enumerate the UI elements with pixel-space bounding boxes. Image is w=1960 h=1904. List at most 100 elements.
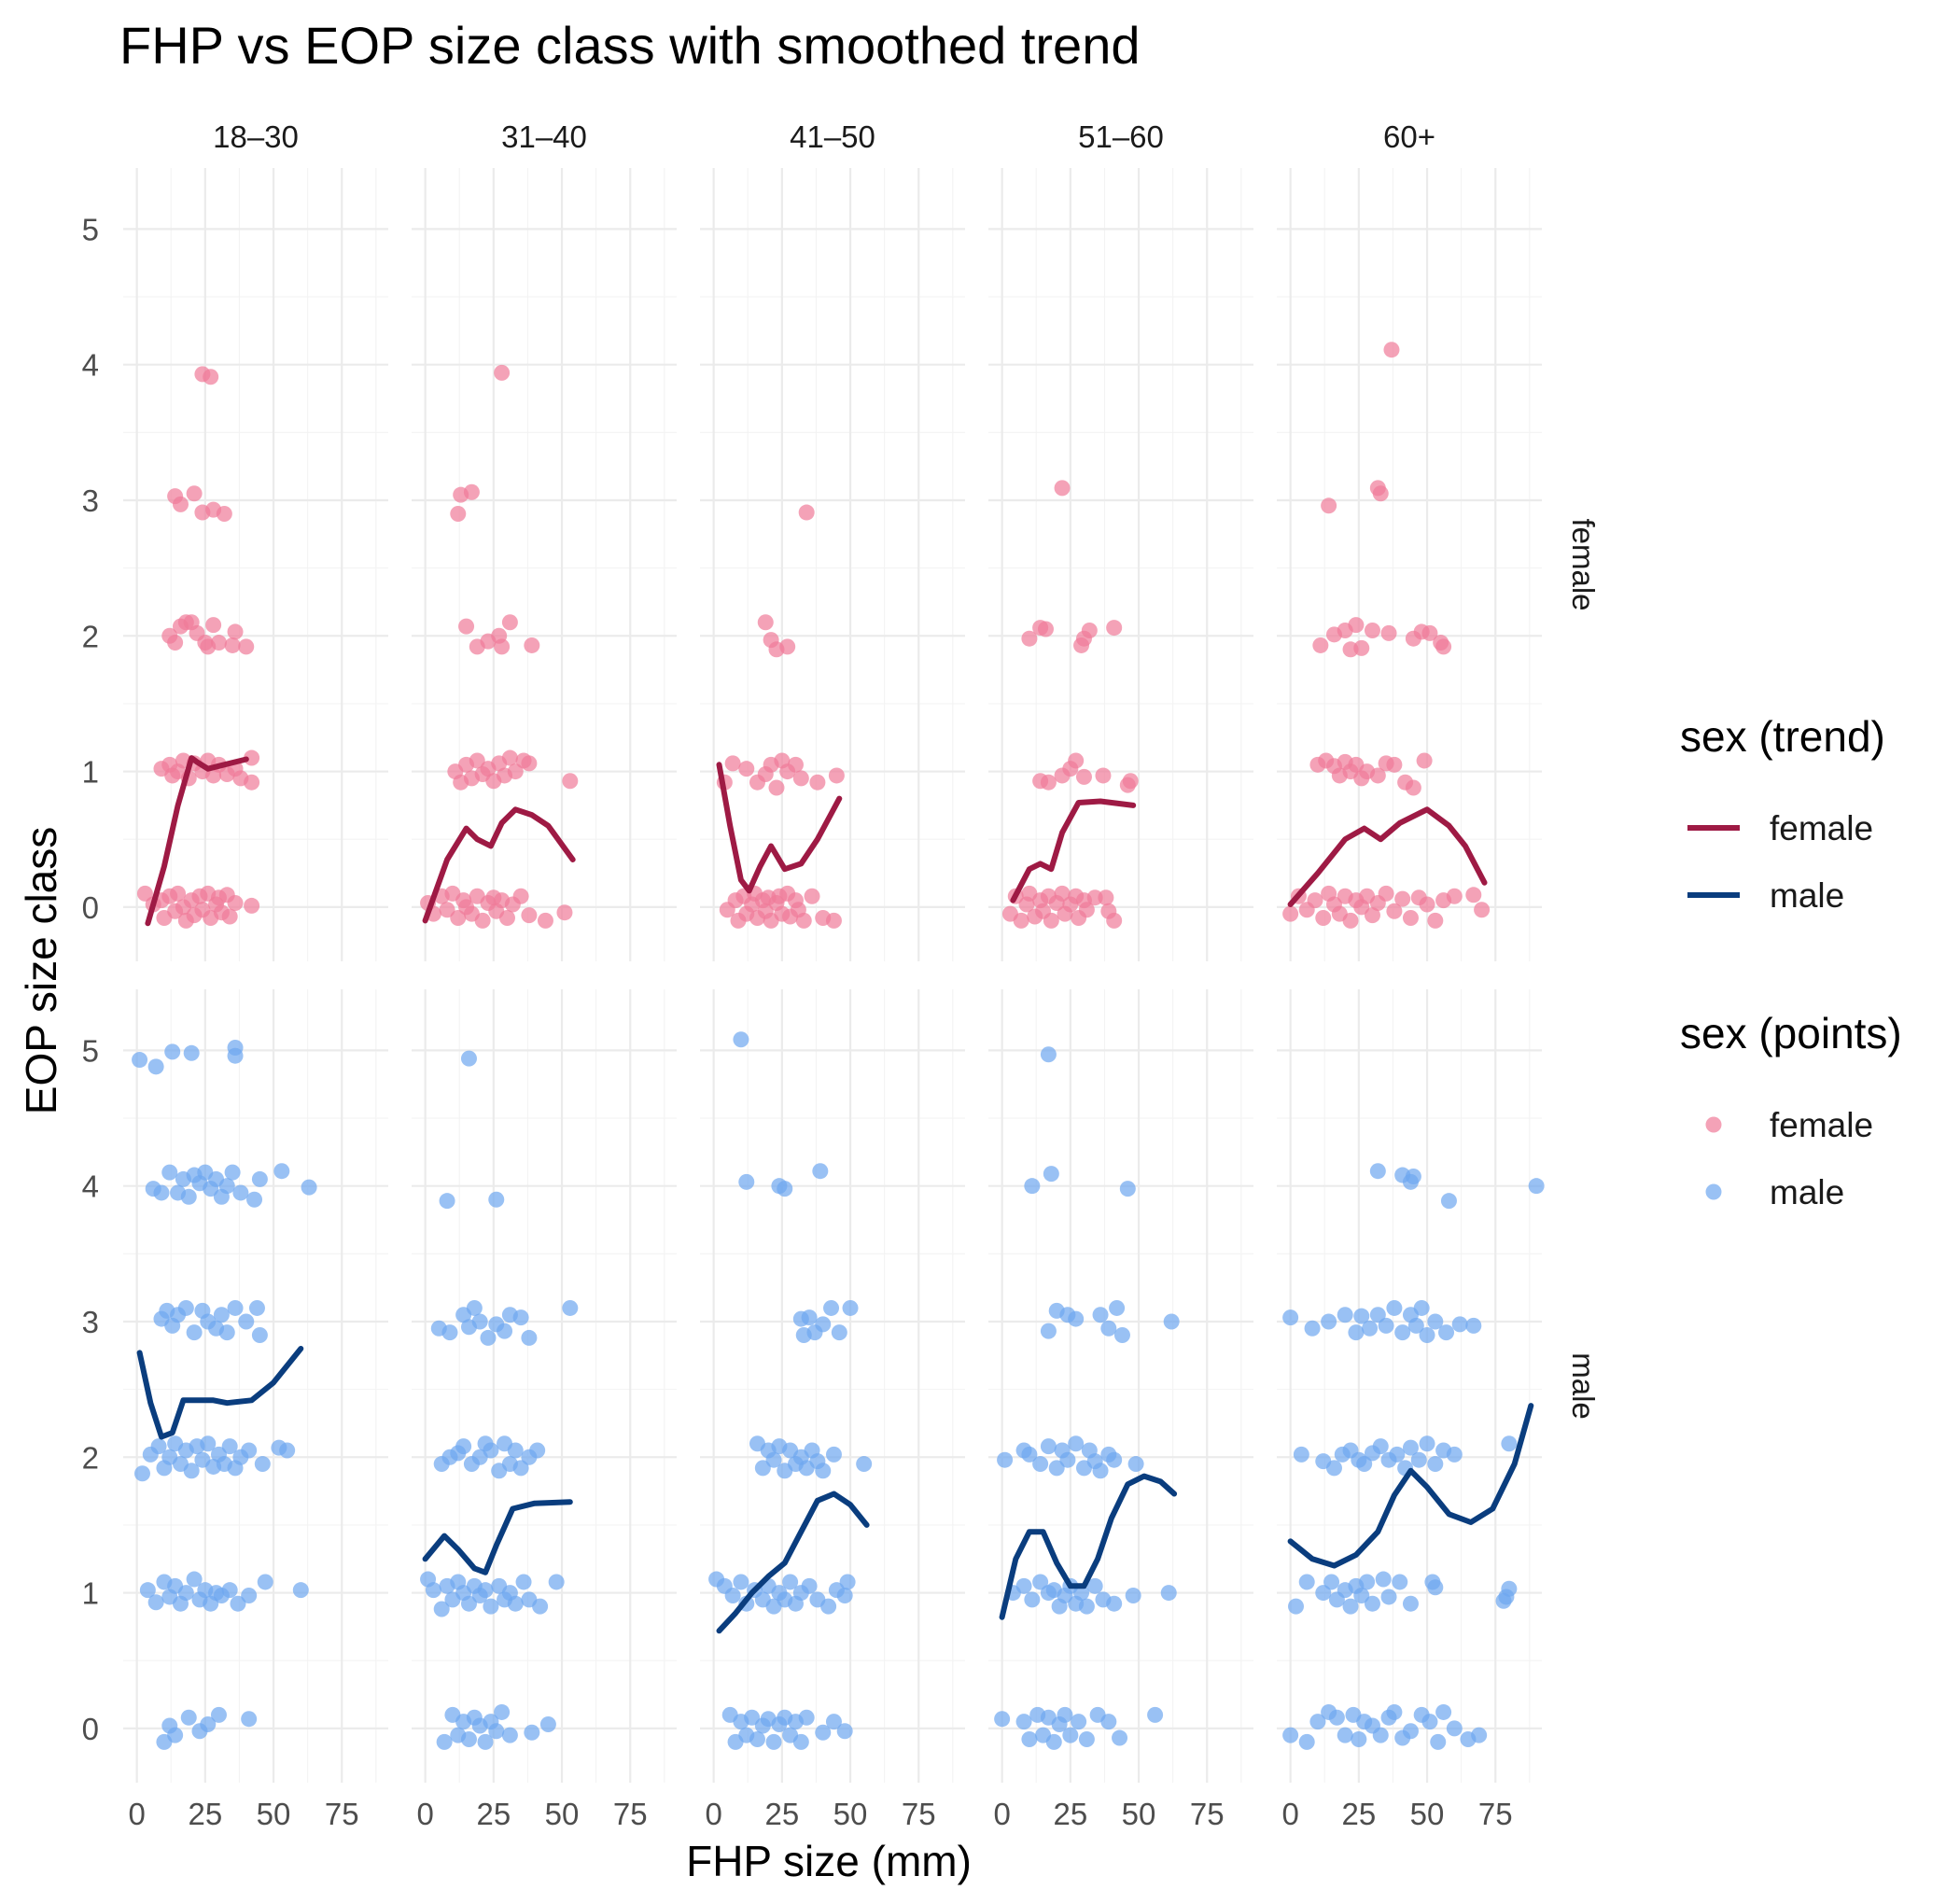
- y-tick-label: 4: [82, 1169, 99, 1204]
- data-point-male: [1062, 1727, 1079, 1743]
- data-point-male: [246, 1191, 263, 1208]
- trend-line-male: [716, 1491, 870, 1634]
- data-point-male: [1078, 1598, 1095, 1615]
- data-point-female: [203, 369, 219, 385]
- data-point-male: [1328, 1709, 1345, 1726]
- data-point-male: [1127, 1456, 1144, 1473]
- x-tick-label: 0: [416, 1797, 433, 1831]
- data-point-male: [480, 1329, 497, 1346]
- data-point-female: [562, 773, 579, 790]
- data-point-male: [471, 1313, 488, 1330]
- legend-label: male: [1770, 1173, 1844, 1211]
- data-point-male: [1501, 1435, 1518, 1452]
- y-tick-label: 5: [82, 212, 99, 246]
- data-point-female: [1465, 887, 1482, 903]
- data-point-male: [1427, 1579, 1444, 1596]
- x-axis-title: FHP size (mm): [686, 1837, 972, 1885]
- data-point-female: [1435, 638, 1452, 655]
- data-point-male: [815, 1724, 832, 1741]
- data-point-male: [812, 1163, 829, 1180]
- data-point-male: [177, 1299, 194, 1316]
- data-point-female: [1474, 902, 1491, 918]
- data-point-male: [227, 1047, 244, 1064]
- data-point-female: [450, 506, 467, 523]
- data-point-male: [241, 1711, 258, 1728]
- data-point-male: [1057, 1706, 1073, 1723]
- data-point-male: [218, 1178, 235, 1195]
- data-point-male: [488, 1191, 505, 1208]
- data-point-male: [1372, 1727, 1389, 1743]
- data-point-female: [458, 618, 475, 635]
- data-point-male: [279, 1442, 296, 1459]
- legend-title: sex (points): [1680, 1009, 1902, 1057]
- data-point-male: [1440, 1193, 1457, 1210]
- data-point-male: [771, 1178, 788, 1195]
- data-point-male: [733, 1574, 749, 1590]
- data-point-male: [1298, 1574, 1315, 1590]
- data-point-male: [501, 1727, 518, 1743]
- data-point-female: [1095, 767, 1112, 784]
- data-point-female: [556, 904, 573, 921]
- data-point-male: [1364, 1595, 1380, 1612]
- data-point-male: [1287, 1598, 1304, 1615]
- legend-label: male: [1770, 876, 1844, 915]
- data-point-male: [251, 1327, 268, 1344]
- data-point-male: [1351, 1731, 1367, 1748]
- x-tick-label: 50: [1410, 1797, 1445, 1831]
- data-point-male: [1119, 1181, 1136, 1197]
- data-point-male: [477, 1582, 494, 1599]
- data-point-male: [836, 1723, 853, 1740]
- data-point-female: [244, 774, 260, 791]
- data-point-female: [1419, 896, 1435, 913]
- data-point-male: [425, 1582, 441, 1599]
- x-tick-label: 25: [188, 1797, 222, 1831]
- data-point-male: [792, 1733, 809, 1750]
- data-point-male: [820, 1598, 837, 1615]
- y-tick-label: 1: [82, 1576, 99, 1611]
- data-point-male: [488, 1723, 505, 1740]
- data-point-male: [1410, 1451, 1427, 1468]
- data-point-female: [757, 614, 774, 631]
- data-point-male: [1392, 1574, 1408, 1590]
- data-point-male: [292, 1582, 309, 1599]
- data-point-female: [507, 763, 524, 780]
- data-point-male: [460, 1731, 477, 1748]
- data-point-male: [1059, 1451, 1076, 1468]
- data-point-male: [186, 1324, 203, 1341]
- data-point-male: [153, 1184, 170, 1201]
- data-point-male: [497, 1323, 513, 1339]
- data-point-male: [1446, 1720, 1463, 1737]
- data-point-female: [1405, 779, 1421, 796]
- data-point-female: [167, 635, 184, 651]
- data-point-male: [1040, 1323, 1057, 1339]
- legend: sex (trend) female male sex (points) female m…: [1680, 712, 1902, 1211]
- data-point-male: [200, 1716, 217, 1733]
- data-point-male: [224, 1164, 241, 1181]
- data-point-male: [433, 1601, 450, 1617]
- data-point-female: [186, 485, 203, 502]
- data-point-male: [529, 1442, 546, 1459]
- data-point-female: [501, 749, 518, 766]
- data-point-male: [213, 1307, 230, 1323]
- data-point-male: [1100, 1320, 1117, 1337]
- data-point-female: [1122, 773, 1139, 790]
- data-point-male: [1430, 1733, 1447, 1750]
- data-point-male: [825, 1446, 842, 1463]
- data-point-male: [1348, 1324, 1365, 1341]
- data-point-male: [183, 1463, 200, 1479]
- data-point-female: [1054, 480, 1071, 497]
- data-point-female: [787, 756, 804, 773]
- trend-line-male: [422, 1499, 573, 1575]
- data-point-female: [1342, 912, 1359, 929]
- data-point-female: [1106, 620, 1123, 637]
- data-point-female: [1086, 889, 1103, 906]
- data-point-male: [477, 1733, 494, 1750]
- data-point-male: [1359, 1574, 1376, 1590]
- x-tick-label: 50: [833, 1797, 868, 1831]
- data-point-male: [147, 1594, 164, 1611]
- data-point-male: [133, 1465, 150, 1482]
- data-point-male: [1402, 1595, 1419, 1612]
- data-point-male: [241, 1587, 258, 1603]
- data-point-female: [795, 912, 812, 929]
